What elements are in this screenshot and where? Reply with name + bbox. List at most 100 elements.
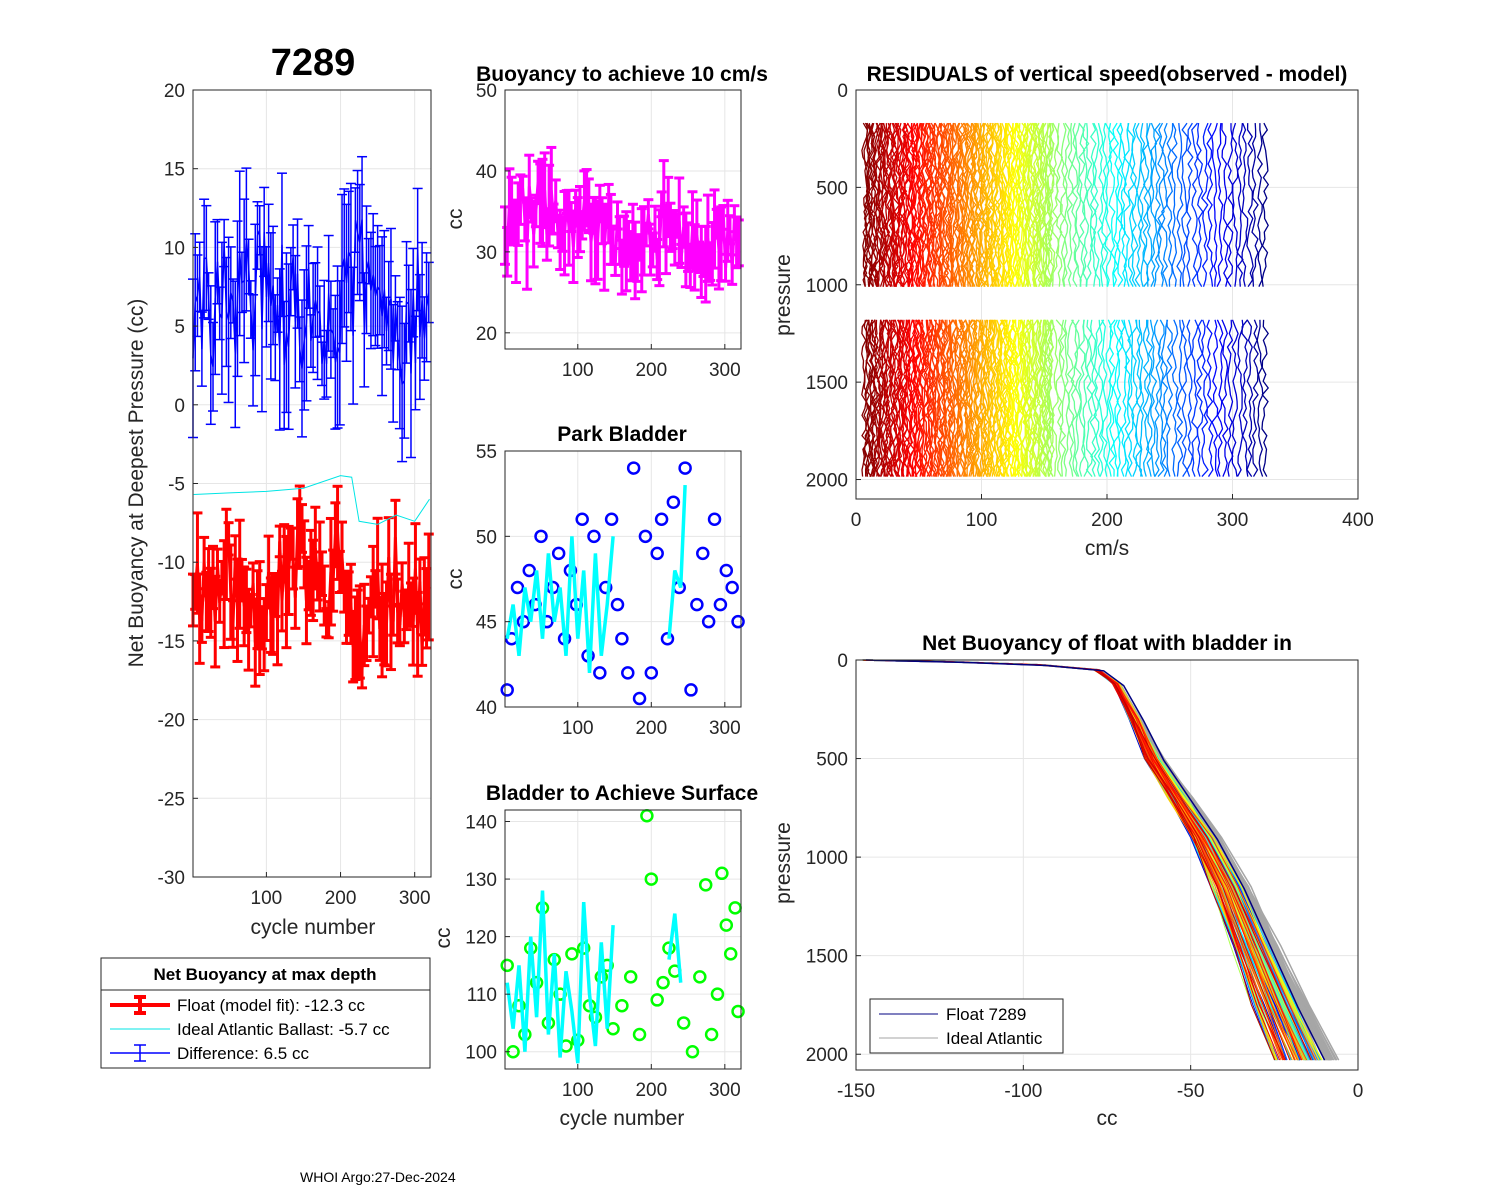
residual-profile	[1093, 122, 1101, 287]
residual-profile	[1123, 122, 1131, 287]
profile-xlabel: cc	[1097, 1107, 1118, 1130]
residual-profile	[898, 319, 906, 477]
residual-profile	[1011, 122, 1020, 287]
bladder-surface-point	[719, 918, 734, 932]
net-buoyancy-ytick-label: -15	[158, 632, 185, 653]
residual-profile	[967, 319, 976, 477]
bladder-surface-point	[650, 993, 664, 1007]
residual-profile	[1074, 319, 1082, 477]
net-buoyancy-xtick-label: 300	[399, 888, 431, 909]
residual-profile	[913, 122, 922, 287]
bladder-surface-point	[565, 947, 579, 961]
park-bladder-point	[654, 512, 669, 527]
residual-profile	[918, 319, 926, 477]
bladder-surface-point	[656, 975, 670, 990]
residuals-data	[861, 122, 1270, 478]
bladder-surface-point	[500, 958, 514, 973]
residual-profile	[872, 122, 880, 287]
park-bladder-point	[615, 631, 629, 646]
residual-profile	[1097, 319, 1105, 477]
park-bladder-point	[632, 691, 647, 706]
residual-profile	[895, 123, 902, 287]
residual-profile	[1256, 123, 1263, 287]
residual-profile	[887, 319, 895, 477]
residuals-title: RESIDUALS of vertical speed(observed - m…	[867, 63, 1348, 86]
buoyancy-10cms-ylabel: cc	[444, 209, 467, 230]
buoyancy-10cms-ytick-label: 50	[476, 81, 497, 102]
residuals-ytick-label: 1000	[806, 276, 848, 297]
residual-profile	[960, 122, 968, 288]
residual-profile	[933, 319, 941, 477]
residual-profile	[1026, 319, 1035, 477]
footer-stamp: WHOI Argo:27-Dec-2024	[300, 1169, 456, 1185]
residual-profile	[1153, 122, 1161, 287]
residual-profile	[1142, 319, 1150, 477]
residual-profile	[992, 319, 999, 477]
park-bladder-ytick-label: 40	[476, 698, 497, 719]
residual-profile	[1241, 122, 1249, 287]
residual-profile	[955, 122, 963, 287]
bladder-surface-ytick-label: 130	[465, 870, 497, 891]
residual-profile	[926, 122, 934, 287]
bladder-surface-point	[623, 970, 638, 984]
net-buoyancy-xtick-label: 200	[325, 888, 357, 909]
residual-profile	[967, 122, 975, 287]
park-bladder-point	[684, 683, 698, 697]
residual-profile	[1236, 319, 1244, 477]
residual-profile	[1138, 319, 1145, 477]
park-bladder-point	[713, 597, 728, 612]
park-bladder-ticks: 100 200 300 40 45 50 55	[476, 442, 741, 739]
residuals-ytick-label: 500	[816, 178, 848, 199]
profile-ytick-label: 1000	[806, 848, 848, 869]
residual-profile	[1051, 122, 1060, 287]
residual-profile	[862, 122, 870, 287]
park-bladder-point	[551, 546, 566, 561]
profile-xtick-label: -150	[837, 1081, 875, 1102]
residual-profile	[986, 319, 994, 477]
legend-label-ideal: Ideal Atlantic Ballast: -5.7 cc	[177, 1020, 390, 1039]
bladder-surface-xlabel: cycle number	[560, 1107, 685, 1130]
residual-profile	[1181, 122, 1189, 287]
bladder-surface-point	[715, 866, 729, 881]
residual-profile	[1066, 319, 1075, 477]
residual-profile	[1216, 123, 1224, 287]
park-bladder-point	[626, 461, 641, 475]
residual-profile	[1131, 122, 1139, 288]
residual-profile	[942, 122, 950, 287]
bladder-surface-xtick-label: 200	[635, 1080, 667, 1101]
residual-profile	[1029, 122, 1037, 287]
park-bladder-point	[719, 563, 734, 578]
residual-profile	[1171, 319, 1179, 477]
residual-profile	[908, 319, 917, 477]
residual-profile	[1231, 122, 1239, 287]
legend-swatch-difference	[110, 1044, 170, 1062]
profile-ytick-label: 1500	[806, 947, 848, 968]
net-buoyancy-ytick-label: 10	[164, 238, 185, 259]
park-bladder-point	[678, 461, 692, 475]
park-bladder-ytick-label: 55	[476, 442, 497, 463]
residuals-ytick-label: 1500	[806, 373, 848, 394]
bladder-surface-ticks: 100 200 300 100 110 120 130 140	[465, 813, 740, 1101]
park-bladder-point	[510, 580, 525, 595]
figure-title: 7289	[271, 42, 356, 84]
residual-profile	[981, 319, 989, 477]
bladder-surface-ytick-label: 120	[465, 928, 497, 949]
residuals-xlabel: cm/s	[1085, 537, 1129, 560]
residual-profile	[892, 319, 900, 477]
residual-profile	[999, 319, 1007, 477]
net-buoyancy-ytick-label: -5	[168, 475, 185, 496]
float-7289-profile	[865, 659, 1326, 1061]
profile-ytick-label: 2000	[806, 1045, 848, 1066]
residual-profile	[1196, 123, 1204, 288]
buoyancy-10cms-xtick-label: 300	[709, 360, 741, 381]
profile-legend-box	[869, 998, 1064, 1054]
residual-profile	[1112, 122, 1120, 287]
residual-profile	[1256, 319, 1264, 477]
net-buoyancy-ytick-label: -10	[158, 553, 185, 574]
profile-title: Net Buoyancy of float with bladder in	[922, 632, 1292, 655]
residual-profile	[891, 319, 899, 477]
residual-profile	[1044, 122, 1052, 287]
residual-profile	[1051, 319, 1059, 477]
residual-profile	[1063, 122, 1071, 287]
buoyancy-10cms-xtick-label: 200	[635, 360, 667, 381]
